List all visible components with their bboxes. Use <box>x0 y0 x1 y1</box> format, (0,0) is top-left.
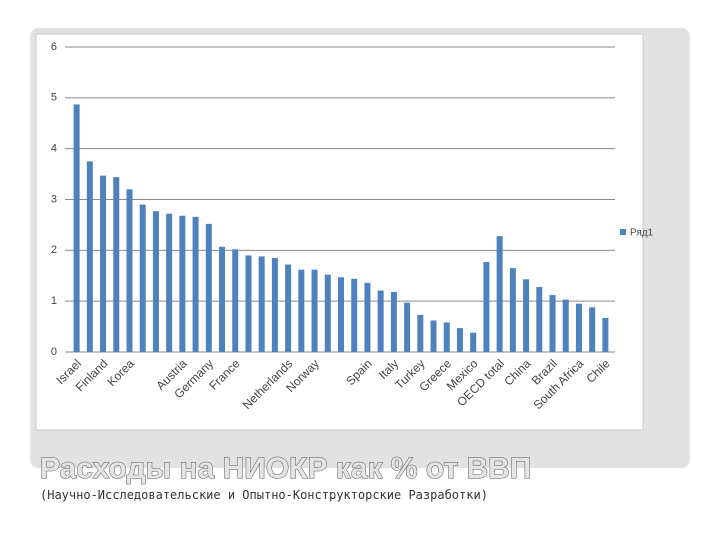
bar <box>285 264 292 352</box>
bar <box>483 262 490 352</box>
bar <box>364 282 371 352</box>
y-tick-label: 1 <box>51 295 57 307</box>
bar <box>139 204 146 352</box>
bar <box>298 269 305 352</box>
y-tick-label: 2 <box>51 244 57 256</box>
bar <box>575 303 582 352</box>
slide-subtitle: (Научно-Исследовательские и Опытно-Конст… <box>40 488 488 502</box>
y-tick-label: 5 <box>51 92 57 104</box>
bar <box>205 223 212 352</box>
bar <box>258 256 265 352</box>
bar <box>602 317 609 352</box>
bar <box>86 161 93 352</box>
legend-swatch <box>620 229 626 235</box>
bar <box>166 213 173 352</box>
bar <box>589 307 596 352</box>
y-tick-label: 0 <box>51 346 57 358</box>
bar <box>562 299 569 352</box>
bar <box>245 255 252 352</box>
bar <box>509 268 516 352</box>
bar <box>232 249 239 352</box>
y-tick-label: 3 <box>51 193 57 205</box>
bar <box>113 177 120 352</box>
bar <box>536 286 543 352</box>
chart-frame <box>35 33 644 431</box>
bar <box>443 322 450 352</box>
bar <box>338 277 344 352</box>
slide-title: Расходы на НИОКР как % от ВВП <box>40 452 531 485</box>
bar <box>192 216 199 352</box>
bar <box>404 302 411 352</box>
bar <box>496 236 503 352</box>
bar <box>73 104 80 352</box>
bar <box>311 269 318 352</box>
bar <box>456 328 463 352</box>
legend-label: Ряд1 <box>630 228 654 239</box>
bar <box>100 175 107 352</box>
bar <box>179 215 186 352</box>
bar <box>470 332 477 352</box>
bar <box>549 295 556 352</box>
bar <box>152 211 159 352</box>
bar <box>523 279 530 352</box>
bar <box>126 189 133 352</box>
bar <box>324 274 331 352</box>
y-tick-label: 6 <box>51 41 57 53</box>
bar <box>219 246 226 352</box>
bar <box>351 278 358 352</box>
bar <box>390 292 397 352</box>
bar <box>271 257 278 352</box>
bar <box>430 320 437 352</box>
y-tick-label: 4 <box>51 143 57 155</box>
bar <box>377 290 384 352</box>
bar <box>417 314 424 352</box>
